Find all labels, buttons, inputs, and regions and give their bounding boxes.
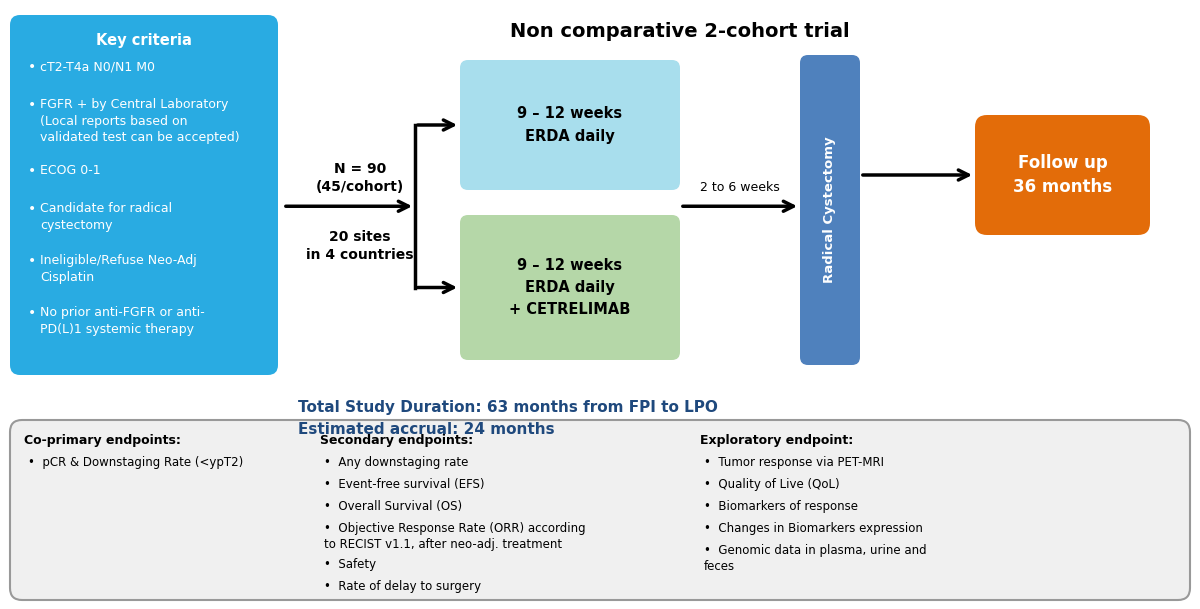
Text: cT2-T4a N0/N1 M0: cT2-T4a N0/N1 M0 [40,60,155,73]
Text: Ineligible/Refuse Neo-Adj
Cisplatin: Ineligible/Refuse Neo-Adj Cisplatin [40,254,197,284]
FancyBboxPatch shape [800,55,860,365]
Text: 9 – 12 weeks
ERDA daily
+ CETRELIMAB: 9 – 12 weeks ERDA daily + CETRELIMAB [509,258,631,317]
Text: •  Tumor response via PET-MRI: • Tumor response via PET-MRI [704,456,884,469]
Text: •  Event-free survival (EFS): • Event-free survival (EFS) [324,478,485,491]
Text: Estimated accrual: 24 months: Estimated accrual: 24 months [298,422,554,437]
FancyBboxPatch shape [460,215,680,360]
Text: •  Genomic data in plasma, urine and
feces: • Genomic data in plasma, urine and fece… [704,544,926,573]
Text: •: • [28,60,36,74]
FancyBboxPatch shape [974,115,1150,235]
Text: 9 – 12 weeks
ERDA daily: 9 – 12 weeks ERDA daily [517,107,623,144]
Text: •  pCR & Downstaging Rate (<ypT2): • pCR & Downstaging Rate (<ypT2) [28,456,244,469]
Text: 20 sites
in 4 countries: 20 sites in 4 countries [306,230,414,262]
Text: FGFR + by Central Laboratory
(Local reports based on
validated test can be accep: FGFR + by Central Laboratory (Local repo… [40,98,240,144]
Text: •: • [28,254,36,268]
Text: 2 to 6 weeks: 2 to 6 weeks [700,181,780,194]
Text: •: • [28,306,36,320]
Text: •  Changes in Biomarkers expression: • Changes in Biomarkers expression [704,522,923,535]
Text: •  Overall Survival (OS): • Overall Survival (OS) [324,500,462,513]
FancyBboxPatch shape [10,420,1190,600]
Text: •: • [28,98,36,112]
Text: N = 90
(45/cohort): N = 90 (45/cohort) [316,162,404,194]
Text: Key criteria: Key criteria [96,33,192,48]
Text: Secondary endpoints:: Secondary endpoints: [320,434,473,447]
Text: ECOG 0-1: ECOG 0-1 [40,164,101,177]
Text: Non comparative 2-cohort trial: Non comparative 2-cohort trial [510,22,850,41]
FancyBboxPatch shape [460,60,680,190]
Text: Candidate for radical
cystectomy: Candidate for radical cystectomy [40,202,172,231]
Text: •  Quality of Live (QoL): • Quality of Live (QoL) [704,478,840,491]
FancyBboxPatch shape [10,15,278,375]
Text: Total Study Duration: 63 months from FPI to LPO: Total Study Duration: 63 months from FPI… [298,400,718,415]
Text: •  Rate of delay to surgery: • Rate of delay to surgery [324,580,481,593]
Text: •  Biomarkers of response: • Biomarkers of response [704,500,858,513]
Text: Exploratory endpoint:: Exploratory endpoint: [700,434,853,447]
Text: No prior anti-FGFR or anti-
PD(L)1 systemic therapy: No prior anti-FGFR or anti- PD(L)1 syste… [40,306,205,336]
Text: •  Any downstaging rate: • Any downstaging rate [324,456,468,469]
Text: Radical Cystectomy: Radical Cystectomy [823,136,836,283]
Text: •  Safety: • Safety [324,558,376,571]
Text: Co-primary endpoints:: Co-primary endpoints: [24,434,181,447]
Text: •  Objective Response Rate (ORR) according
to RECIST v1.1, after neo-adj. treatm: • Objective Response Rate (ORR) accordin… [324,522,586,551]
Text: •: • [28,202,36,216]
Text: Follow up
36 months: Follow up 36 months [1013,153,1112,197]
Text: •: • [28,164,36,178]
